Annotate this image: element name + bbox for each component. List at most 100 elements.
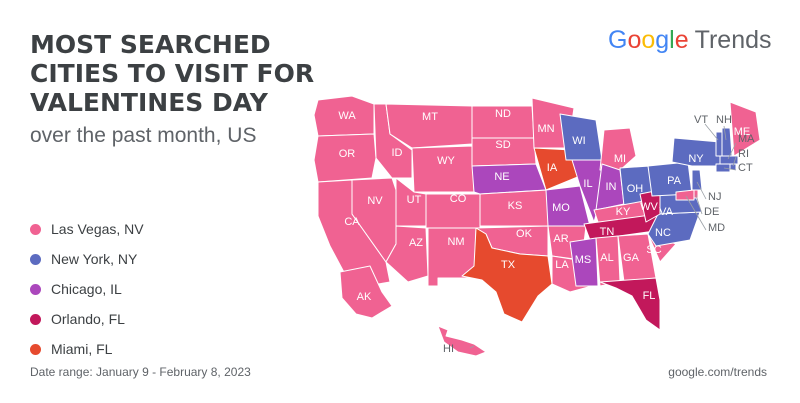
- state-label-ne: NE: [494, 171, 509, 183]
- state-md: [675, 189, 695, 201]
- google-letter: o: [627, 26, 642, 54]
- state-hi: [437, 325, 487, 357]
- google-letter: g: [655, 26, 670, 54]
- leader-line-hi: [469, 345, 475, 349]
- state-label-wv: WV: [640, 201, 658, 213]
- state-label-il: IL: [583, 178, 592, 190]
- state-label-ar: AR: [553, 233, 568, 245]
- label-leader-lines: [469, 123, 737, 349]
- state-label-ms: MS: [575, 254, 592, 266]
- state-label-or: OR: [339, 148, 356, 160]
- state-ma: [719, 155, 739, 165]
- state-mt: [385, 103, 473, 149]
- legend-label: New York, NY: [51, 251, 138, 267]
- state-label-ca: CA: [344, 216, 360, 228]
- legend-swatch: [30, 343, 41, 355]
- state-label-mn: MN: [537, 123, 554, 135]
- state-ak: [339, 265, 393, 319]
- state-label-wa: WA: [338, 110, 356, 122]
- state-label-ak: AK: [357, 291, 372, 303]
- state-label-al: AL: [600, 252, 613, 264]
- state-label-hi: HI: [443, 343, 454, 355]
- state-ct: [715, 163, 731, 173]
- state-label-nd: ND: [495, 108, 511, 120]
- state-label-mt: MT: [422, 111, 438, 123]
- state-label-nj: NJ: [708, 191, 721, 203]
- legend-item: New York, NY: [30, 244, 144, 274]
- state-label-sc: SC: [646, 244, 661, 256]
- legend-item: Chicago, IL: [30, 274, 144, 304]
- state-me: [729, 101, 761, 157]
- state-label-sd: SD: [495, 139, 510, 151]
- state-label-mo: MO: [552, 202, 570, 214]
- state-az: [385, 225, 429, 283]
- legend-item: Miami, FL: [30, 334, 144, 364]
- state-label-ks: KS: [508, 200, 523, 212]
- state-shapes: [313, 95, 761, 357]
- state-label-me: ME: [734, 126, 751, 138]
- state-label-nc: NC: [655, 227, 671, 239]
- state-label-nv: NV: [367, 195, 383, 207]
- state-label-ma: MA: [738, 133, 755, 145]
- leader-line-nj: [696, 181, 707, 200]
- state-label-fl: FL: [643, 290, 656, 302]
- state-labels: WA OR CA NV ID MT WY UT CO AZ NM ND SD NE KS OK TX MN IA MO…: [338, 108, 755, 355]
- legend: Las Vegas, NV New York, NY Chicago, IL O…: [30, 214, 144, 364]
- google-letter: e: [674, 26, 689, 54]
- state-label-va: VA: [659, 206, 674, 218]
- trends-wordmark: Trends: [694, 26, 772, 54]
- state-label-nm: NM: [447, 236, 464, 248]
- state-label-tx: TX: [501, 259, 516, 271]
- state-label-tn: TN: [600, 226, 615, 238]
- google-trends-logo: Google Trends: [608, 26, 772, 55]
- state-ny: [671, 137, 721, 167]
- legend-swatch: [30, 313, 41, 325]
- chart-title: MOST SEARCHED CITIES TO VISIT FOR VALENT…: [30, 30, 330, 117]
- legend-swatch: [30, 223, 41, 235]
- legend-swatch: [30, 253, 41, 265]
- leader-line-de: [695, 194, 703, 215]
- state-fl: [599, 277, 661, 331]
- date-range: Date range: January 9 - February 8, 2023: [30, 365, 251, 379]
- leader-line-ct: [723, 167, 737, 171]
- state-label-pa: PA: [667, 175, 682, 187]
- state-label-de: DE: [704, 206, 719, 218]
- legend-label: Chicago, IL: [51, 281, 122, 297]
- leader-line-ri: [732, 156, 737, 167]
- legend-label: Orlando, FL: [51, 311, 125, 327]
- state-label-ut: UT: [407, 194, 422, 206]
- chart-subtitle: over the past month, US: [30, 124, 257, 147]
- legend-label: Miami, FL: [51, 341, 113, 357]
- state-label-ia: IA: [547, 162, 558, 174]
- state-label-id: ID: [392, 147, 403, 159]
- state-ms: [569, 237, 599, 287]
- source-link[interactable]: google.com/trends: [668, 365, 767, 379]
- legend-item: Orlando, FL: [30, 304, 144, 334]
- state-nj: [691, 169, 703, 191]
- google-letter: G: [608, 26, 628, 54]
- state-nh: [721, 127, 733, 157]
- state-label-ok: OK: [516, 228, 533, 240]
- state-vt: [715, 131, 723, 157]
- leader-line-md: [685, 195, 707, 231]
- state-label-co: CO: [450, 193, 467, 205]
- state-wy: [411, 145, 475, 193]
- title-line-2: CITIES TO VISIT FOR: [30, 59, 315, 88]
- state-label-oh: OH: [627, 183, 644, 195]
- state-label-ny: NY: [688, 153, 704, 165]
- leader-line-ma: [727, 142, 737, 160]
- state-label-az: AZ: [409, 237, 423, 249]
- state-mi: [599, 127, 637, 173]
- legend-label: Las Vegas, NV: [51, 221, 144, 237]
- state-label-la: LA: [555, 259, 569, 271]
- state-label-wy: WY: [437, 155, 455, 167]
- state-label-mi: MI: [614, 153, 626, 165]
- state-label-ga: GA: [623, 252, 640, 264]
- state-label-ky: KY: [616, 206, 631, 218]
- state-or: [313, 133, 377, 183]
- state-label-wi: WI: [572, 135, 585, 147]
- leader-line-nh: [723, 125, 727, 141]
- state-tx: [461, 227, 553, 323]
- google-letter: o: [641, 26, 656, 54]
